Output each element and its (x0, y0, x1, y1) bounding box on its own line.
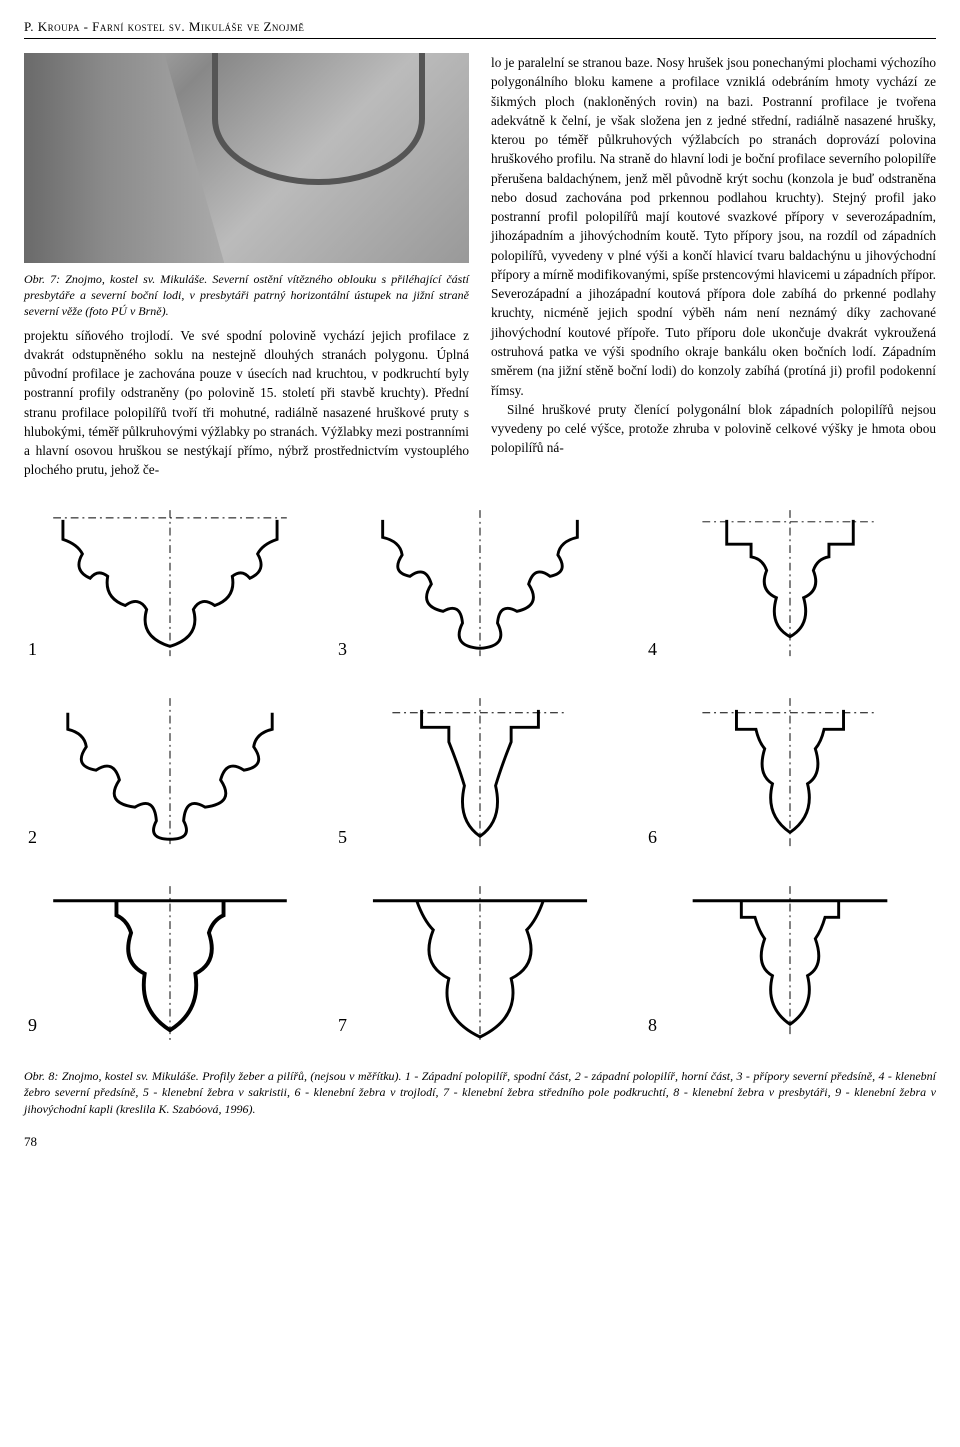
profile-7-svg (334, 874, 626, 1054)
profile-5-label: 5 (338, 827, 347, 848)
right-body-text: lo je paralelní se stranou baze. Nosy hr… (491, 53, 936, 400)
profile-1-svg (24, 498, 316, 678)
left-body-text: projektu síňového trojlodí. Ve své spodn… (24, 326, 469, 480)
profile-1: 1 (24, 498, 316, 678)
profile-2-svg (24, 686, 316, 866)
profile-4-label: 4 (648, 639, 657, 660)
profile-6-label: 6 (648, 827, 657, 848)
profile-9-svg (24, 874, 316, 1054)
profile-6: 6 (644, 686, 936, 866)
profile-1-label: 1 (28, 639, 37, 660)
right-column: lo je paralelní se stranou baze. Nosy hr… (491, 53, 936, 480)
figure-7-photo (24, 53, 469, 263)
figure-8-caption: Obr. 8: Znojmo, kostel sv. Mikuláše. Pro… (24, 1068, 936, 1118)
profile-3-svg (334, 498, 626, 678)
profile-8-label: 8 (648, 1015, 657, 1036)
profiles-grid: 1 3 4 2 5 (24, 498, 936, 1054)
profile-7-label: 7 (338, 1015, 347, 1036)
profile-2: 2 (24, 686, 316, 866)
profile-2-label: 2 (28, 827, 37, 848)
profile-4: 4 (644, 498, 936, 678)
figure-7-caption: Obr. 7: Znojmo, kostel sv. Mikuláše. Sev… (24, 271, 469, 320)
two-column-layout: Obr. 7: Znojmo, kostel sv. Mikuláše. Sev… (24, 53, 936, 480)
profile-3-label: 3 (338, 639, 347, 660)
profile-5-svg (334, 686, 626, 866)
profile-6-svg (644, 686, 936, 866)
running-head: P. Kroupa - Farní kostel sv. Mikuláše ve… (24, 19, 304, 34)
right-body-text-2: Silné hruškové pruty členící polygonální… (491, 400, 936, 458)
profile-3: 3 (334, 498, 626, 678)
running-head-container: P. Kroupa - Farní kostel sv. Mikuláše ve… (24, 18, 936, 39)
profile-4-svg (644, 498, 936, 678)
figure-7-container (24, 53, 469, 263)
left-column: Obr. 7: Znojmo, kostel sv. Mikuláše. Sev… (24, 53, 469, 480)
profile-5: 5 (334, 686, 626, 866)
profile-9-label: 9 (28, 1015, 37, 1036)
page-number: 78 (24, 1134, 936, 1150)
profile-8: 8 (644, 874, 936, 1054)
profile-8-svg (644, 874, 936, 1054)
profile-7: 7 (334, 874, 626, 1054)
profile-9: 9 (24, 874, 316, 1054)
